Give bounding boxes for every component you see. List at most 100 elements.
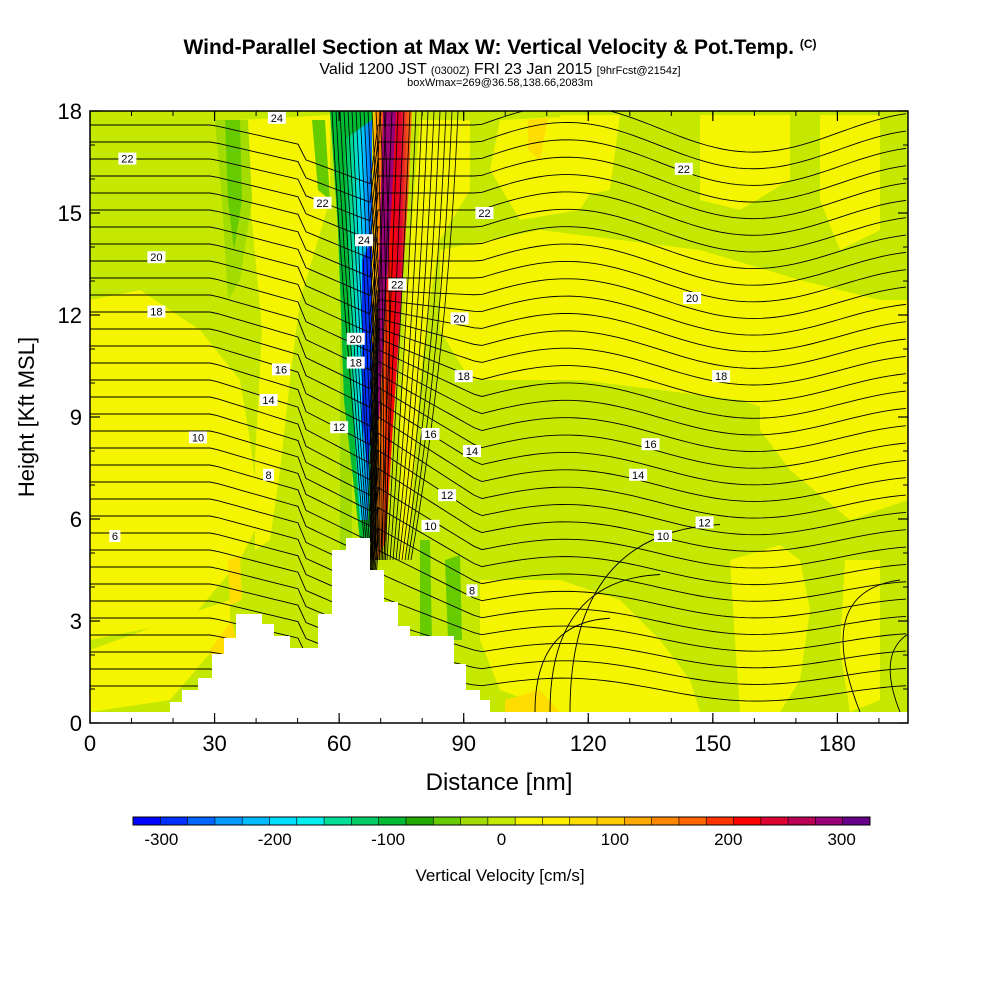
fill-positive-patch	[730, 545, 810, 712]
contour-label-bg	[313, 196, 332, 209]
fill-positive-patch	[840, 560, 880, 712]
contour-line	[347, 111, 373, 561]
contour-label: 20	[150, 252, 162, 264]
contour-line	[90, 243, 907, 334]
contour-label-bg	[118, 152, 137, 165]
contour-line	[90, 111, 907, 185]
contour-line	[371, 111, 382, 561]
contour-line	[90, 226, 907, 315]
fill-positive-patch	[90, 600, 230, 712]
contour-label: 24	[358, 235, 370, 247]
colorbar-tick-label: 300	[827, 830, 855, 849]
contour-line	[374, 111, 387, 561]
colorbar-tick-label: 0	[497, 830, 506, 849]
valid-time: Valid 1200 JST	[319, 61, 427, 78]
fill-negative-patch	[445, 555, 462, 640]
colorbar-swatch	[597, 817, 625, 825]
contour-line	[90, 386, 907, 527]
contour-line	[367, 111, 380, 561]
contour-label: 6	[112, 531, 118, 543]
fill-weak-updraft	[528, 118, 548, 160]
colorbar-swatch	[133, 817, 161, 825]
contour-label: 22	[121, 154, 133, 166]
y-tick-label: 18	[58, 99, 82, 124]
colorbar-swatch	[433, 817, 462, 825]
x-tick-label: 180	[819, 731, 856, 756]
contour-label: 20	[350, 334, 362, 346]
contour-label-bg	[712, 370, 731, 383]
contour-label: 18	[150, 307, 162, 319]
colorbar-swatch	[706, 817, 735, 825]
box-info: boxWmax=269@36.58,138.66,2083m	[407, 77, 593, 89]
colorbar-swatch	[460, 817, 489, 825]
contour-line	[90, 486, 907, 619]
contour-line	[90, 415, 907, 558]
y-tick-label: 12	[58, 303, 82, 328]
fill-negative-patch	[312, 120, 330, 200]
contour-line	[90, 360, 907, 496]
fill-positive-patch	[700, 115, 790, 210]
contour-label: 10	[424, 521, 436, 533]
contour-line	[395, 111, 429, 561]
axes: 0 30 60 90 120 150 180 0 3 6 9 12 15 18 Distance [nm] H…	[14, 99, 908, 796]
contour-label-bg	[654, 530, 673, 542]
contour-line	[383, 111, 405, 561]
contour-label-bg	[259, 394, 278, 406]
contour-label-bg	[475, 207, 494, 219]
y-tick-label: 0	[70, 711, 82, 736]
colorbar-swatch	[296, 817, 325, 825]
colorbar-swatch	[269, 817, 298, 825]
contour-line	[410, 111, 459, 561]
colorbar-swatch	[378, 817, 407, 825]
contour-line	[331, 111, 367, 561]
colorbar-swatch	[187, 817, 216, 825]
contour-label-bg	[683, 292, 702, 304]
contour-line	[355, 111, 376, 561]
colorbar-swatch	[678, 817, 707, 825]
contour-label: 20	[686, 293, 698, 305]
y-tick-label: 9	[70, 405, 82, 430]
contour-label: 18	[350, 358, 362, 370]
contour-label-bg	[388, 278, 407, 291]
x-tick-label: 120	[570, 731, 607, 756]
colorbar-tick-label: 200	[714, 830, 742, 849]
colorbar-swatch	[160, 817, 189, 825]
contour-label-bg	[629, 468, 648, 481]
contour-line	[90, 174, 907, 259]
contour-line	[359, 111, 377, 561]
contour-line	[392, 111, 423, 561]
y-tick-label: 3	[70, 609, 82, 634]
utc-time: (0300Z)	[430, 65, 470, 77]
y-tick-label: 6	[70, 507, 82, 532]
contour-label: 22	[391, 279, 403, 291]
contour-label-bg	[355, 234, 374, 247]
contour-label-bg	[674, 162, 693, 175]
y-tick-label: 15	[58, 201, 82, 226]
contour-line	[90, 527, 907, 650]
contour-line	[90, 295, 907, 390]
contour-line	[90, 506, 907, 635]
contour-label-bg	[267, 111, 286, 124]
contour-line	[404, 111, 447, 561]
colorbar: -300 -200 -100 0 100 200 300 Vertical Velocity …	[132, 816, 871, 885]
colorbar-tick-label: -100	[371, 830, 405, 849]
y-axis-label: Height [Kft MSL]	[14, 337, 39, 497]
contour-label: 18	[715, 371, 727, 383]
title-mark: (C)	[799, 37, 817, 51]
contour-label-bg	[463, 445, 482, 457]
contour-label-bg	[346, 356, 365, 369]
contour-label: 8	[265, 470, 271, 482]
contour-label-bg	[421, 519, 440, 532]
terrain-shape	[90, 538, 908, 723]
contour-label: 8	[469, 585, 475, 597]
contour-line	[90, 208, 907, 297]
valid-date: FRI 23 Jan 2015	[473, 61, 593, 78]
colorbar-swatch	[569, 817, 598, 825]
contour-line	[375, 111, 384, 561]
x-tick-label: 60	[327, 731, 351, 756]
colorbar-swatch	[733, 817, 762, 825]
contour-line	[90, 373, 907, 512]
colorbar-swatch	[542, 817, 571, 825]
contour-line	[90, 337, 907, 465]
